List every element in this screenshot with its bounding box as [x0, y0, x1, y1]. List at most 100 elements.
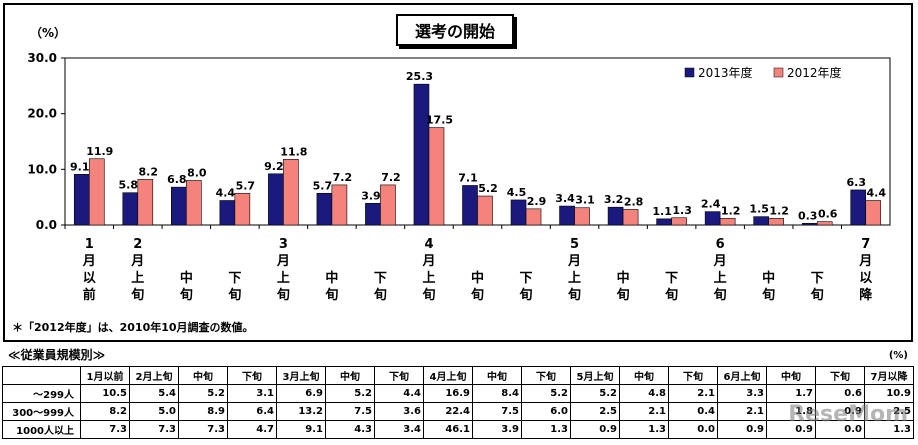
table-cell: 4.3 — [325, 420, 375, 439]
table-column-header: 1月以前 — [80, 366, 130, 385]
data-label: 4.5 — [507, 186, 527, 199]
table-cell: 3.6 — [374, 402, 424, 421]
data-label: 0.6 — [818, 208, 838, 221]
legend-swatch — [773, 67, 784, 78]
table-cell: 4.7 — [227, 420, 277, 439]
bar-2013 — [316, 192, 333, 226]
table-header-row: 1月以前 2月上旬 中旬 下旬 3月上旬 中旬 下旬 4月上旬 中旬 下旬 5月上旬 中旬 下旬 6月上旬… — [2, 366, 914, 385]
table-cell: 5.4 — [129, 384, 179, 403]
data-label: 25.3 — [406, 70, 433, 83]
bar-2013 — [268, 173, 284, 226]
table-cell: 5.2 — [521, 384, 571, 403]
x-tick-label: 以 — [83, 271, 96, 286]
x-tick-label: 2 — [133, 237, 142, 252]
table-column-header: 中旬 — [178, 366, 228, 385]
x-tick-label: 中 — [471, 270, 484, 286]
bar-chart: 0.0 10.0 20.0 30.0 9.1 5.8 6.8 4.4 9.2 5.7 3.9 25.3… — [27, 51, 891, 303]
x-tick-label: 前 — [83, 287, 96, 303]
x-tick-label: 旬 — [373, 287, 387, 303]
table-row-header: ～299人 — [2, 384, 81, 403]
x-tick-label: 7 — [861, 237, 870, 252]
data-label: 7.1 — [458, 171, 478, 184]
table-cell: 13.2 — [276, 402, 326, 421]
x-tick-label: 中 — [325, 270, 338, 286]
table-cell: 0.6 — [815, 384, 865, 403]
bar-2012 — [865, 200, 882, 226]
table-cell: 7.3 — [80, 420, 130, 439]
x-tick-label: 4 — [424, 237, 433, 252]
table-column-header: 中旬 — [472, 366, 522, 385]
data-label: 3.4 — [555, 192, 575, 205]
table-cell: 9.1 — [276, 420, 326, 439]
x-tick-label: 下 — [665, 271, 678, 286]
table-column-header: 4月上旬 — [423, 366, 473, 385]
bar-2012 — [88, 158, 105, 226]
data-label: 11.8 — [280, 145, 307, 158]
bar-2012 — [622, 209, 639, 226]
data-label: 3.2 — [604, 193, 624, 206]
watermark-logo: ReseMom — [788, 402, 908, 427]
table-cell: 4.4 — [374, 384, 424, 403]
x-tick-label: 旬 — [324, 287, 338, 303]
bar-2013 — [753, 216, 769, 226]
table-cell: 22.4 — [423, 402, 473, 421]
table-cell: 46.1 — [423, 420, 473, 439]
legend-swatch — [684, 67, 695, 78]
x-tick-label: 月 — [130, 254, 144, 269]
data-label: 1.3 — [672, 204, 692, 217]
table-column-header: 下旬 — [815, 366, 865, 385]
data-label: 3.9 — [361, 189, 381, 202]
x-tick-label: 下 — [811, 271, 824, 286]
table-row-header: 300～999人 — [2, 402, 81, 421]
x-tick-label: 下 — [374, 271, 387, 286]
x-tick-label: 月 — [421, 254, 435, 269]
bar-2013 — [607, 206, 624, 226]
x-tick-label: 1 — [85, 237, 94, 252]
table-column-header: 中旬 — [325, 366, 375, 385]
x-tick-label: 旬 — [470, 287, 484, 303]
bar-2012 — [768, 218, 784, 226]
table-row-header: 1000人以上 — [2, 420, 81, 439]
table-cell: 7.3 — [129, 420, 179, 439]
data-label: 7.2 — [333, 171, 353, 184]
x-tick-label: 6 — [716, 237, 725, 252]
table-cell: 2.1 — [717, 402, 767, 421]
x-tick-label: 降 — [859, 287, 873, 303]
x-tick-label: 上 — [277, 271, 290, 286]
x-tick-label: 以 — [859, 271, 872, 286]
table-cell: 5.2 — [325, 384, 375, 403]
x-tick-label: 旬 — [519, 287, 533, 303]
x-tick-label: 月 — [858, 254, 872, 269]
table-cell: 0.4 — [668, 402, 718, 421]
data-label: 17.5 — [426, 114, 453, 127]
bar-2013 — [73, 174, 90, 226]
table-cell: 1.3 — [521, 420, 571, 439]
bar-2012 — [574, 207, 590, 226]
data-label: 9.1 — [70, 160, 90, 173]
bar-2013 — [122, 192, 139, 226]
x-tick-label: 月 — [82, 254, 96, 269]
x-tick-label: 月 — [567, 254, 581, 269]
table-row: 300～999人 8.2 5.0 8.9 6.4 13.2 7.5 3.6 22.4 7.5 6.0… — [2, 402, 914, 421]
bar-2013 — [801, 223, 818, 226]
bar-2012 — [477, 195, 493, 226]
x-tick-label: 旬 — [130, 287, 144, 303]
chart-title: 選考の開始 — [396, 14, 514, 46]
bar-2012 — [428, 127, 445, 226]
bar-2013 — [171, 186, 187, 226]
data-table: 1月以前 2月上旬 中旬 下旬 3月上旬 中旬 下旬 4月上旬 中旬 下旬 5月上旬 中旬 下旬 6月上旬… — [2, 366, 914, 439]
x-tick-label: 中 — [762, 270, 775, 286]
chart-frame — [3, 3, 913, 342]
table-cell: 2.1 — [619, 402, 669, 421]
bar-2012 — [525, 208, 542, 226]
data-label: 1.2 — [721, 204, 741, 217]
table-title: ≪従業員規模別≫ — [8, 348, 106, 362]
footnote: ＊「2012年度」は、2010年10月調査の数値。 — [12, 321, 254, 334]
x-tick-label: 上 — [568, 271, 581, 286]
table-cell: 10.9 — [864, 384, 914, 403]
x-tick-label: 旬 — [567, 287, 581, 303]
legend-label: 2013年度 — [698, 65, 753, 80]
data-label: 6.3 — [846, 176, 866, 189]
table-cell: 8.2 — [80, 402, 130, 421]
table-cell: 3.9 — [472, 420, 522, 439]
